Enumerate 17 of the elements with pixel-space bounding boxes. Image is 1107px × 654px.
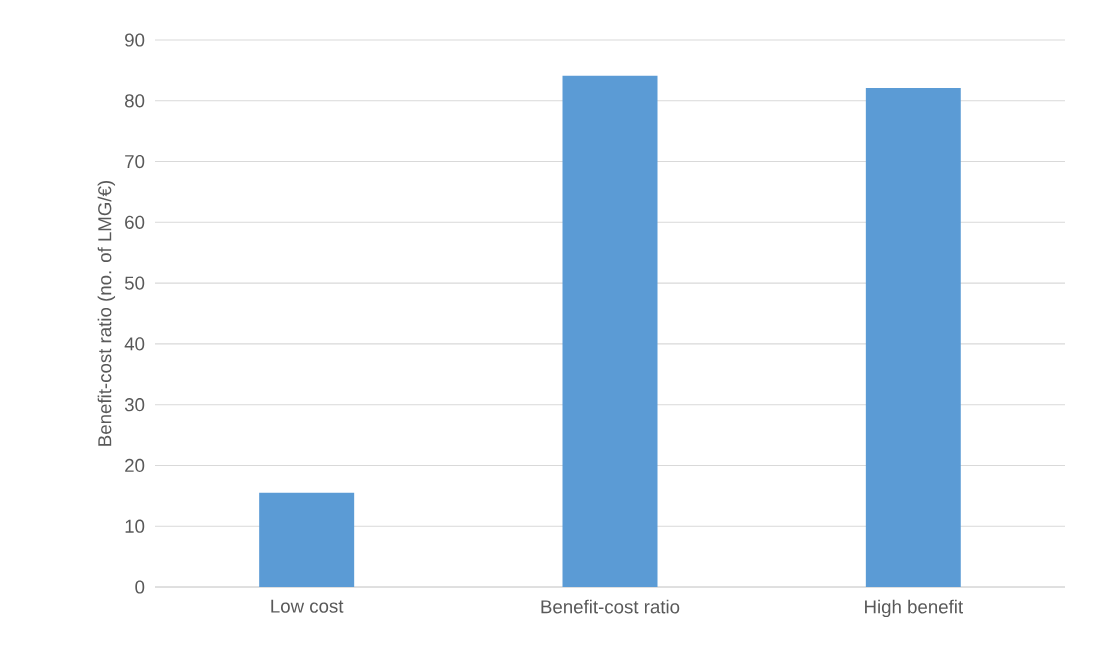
y-tick-label: 90: [125, 33, 145, 47]
y-tick-label: 60: [125, 215, 145, 229]
bar: [865, 88, 961, 587]
y-tick-label: 40: [124, 337, 145, 351]
y-tick-label: 80: [125, 94, 145, 108]
y-axis-title: Benefit-cost ratio (no. of LMG/€): [97, 181, 116, 446]
y-tick-label: 0: [135, 580, 145, 594]
x-tick-label: Low cost: [271, 599, 344, 613]
x-tick-label: Benefit-cost ratio: [541, 599, 680, 614]
y-tick-label: 70: [125, 154, 145, 169]
y-tick-label: 30: [124, 398, 145, 412]
y-tick-label: 20: [125, 458, 145, 473]
y-tick-label: 50: [124, 276, 145, 290]
y-tick-label: 10: [125, 519, 145, 533]
x-tick-label: High benefit: [865, 599, 963, 618]
bar: [562, 75, 658, 587]
bar: [259, 492, 355, 587]
